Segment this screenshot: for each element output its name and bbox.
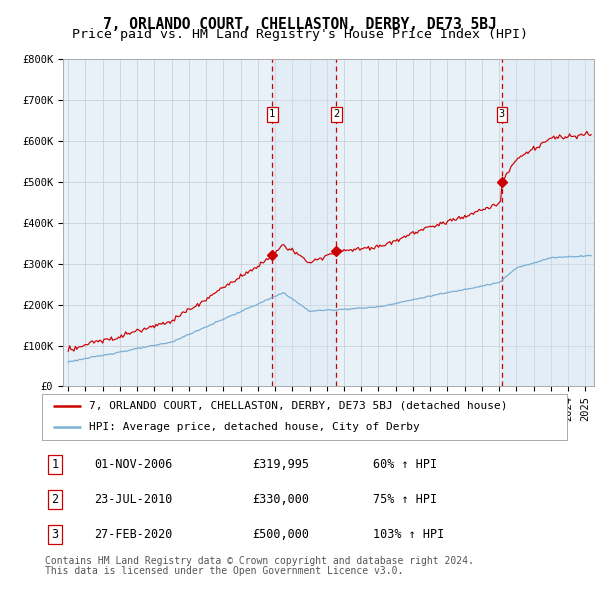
Bar [272,59,337,386]
Text: 103% ↑ HPI: 103% ↑ HPI [373,528,444,541]
Text: 7, ORLANDO COURT, CHELLASTON, DERBY, DE73 5BJ (detached house): 7, ORLANDO COURT, CHELLASTON, DERBY, DE7… [89,401,508,411]
Text: 7, ORLANDO COURT, CHELLASTON, DERBY, DE73 5BJ: 7, ORLANDO COURT, CHELLASTON, DERBY, DE7… [103,17,497,31]
Text: 2: 2 [52,493,59,506]
Text: Contains HM Land Registry data © Crown copyright and database right 2024.: Contains HM Land Registry data © Crown c… [45,556,474,566]
Text: £500,000: £500,000 [252,528,309,541]
Bar [502,59,594,386]
Text: 1: 1 [269,109,275,119]
Text: This data is licensed under the Open Government Licence v3.0.: This data is licensed under the Open Gov… [45,566,403,576]
Text: 3: 3 [52,528,59,541]
Text: HPI: Average price, detached house, City of Derby: HPI: Average price, detached house, City… [89,422,420,432]
Text: £330,000: £330,000 [252,493,309,506]
Text: 27-FEB-2020: 27-FEB-2020 [95,528,173,541]
Text: 75% ↑ HPI: 75% ↑ HPI [373,493,437,506]
Text: £319,995: £319,995 [252,458,309,471]
Text: 3: 3 [499,109,505,119]
Text: 01-NOV-2006: 01-NOV-2006 [95,458,173,471]
Text: Price paid vs. HM Land Registry's House Price Index (HPI): Price paid vs. HM Land Registry's House … [72,28,528,41]
Text: 1: 1 [52,458,59,471]
Text: 23-JUL-2010: 23-JUL-2010 [95,493,173,506]
Text: 60% ↑ HPI: 60% ↑ HPI [373,458,437,471]
Text: 2: 2 [334,109,340,119]
